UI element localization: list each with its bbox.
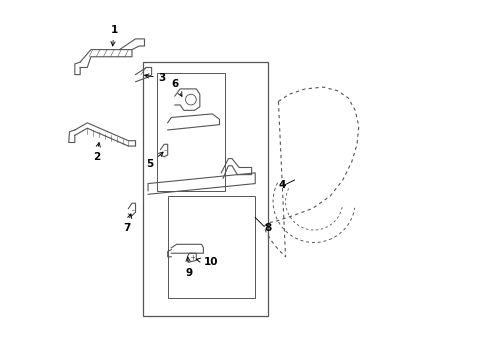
Text: 8: 8 <box>264 223 271 233</box>
Bar <box>142 62 267 316</box>
Bar <box>167 196 255 298</box>
Text: 10: 10 <box>196 257 217 267</box>
Text: 5: 5 <box>146 152 163 169</box>
Bar <box>157 73 224 191</box>
Text: 9: 9 <box>185 257 192 278</box>
Text: 6: 6 <box>171 78 182 96</box>
Text: 1: 1 <box>110 25 118 46</box>
Text: 4: 4 <box>278 180 285 190</box>
Text: 2: 2 <box>92 143 100 162</box>
Text: 7: 7 <box>122 214 131 233</box>
Text: 3: 3 <box>144 73 165 83</box>
